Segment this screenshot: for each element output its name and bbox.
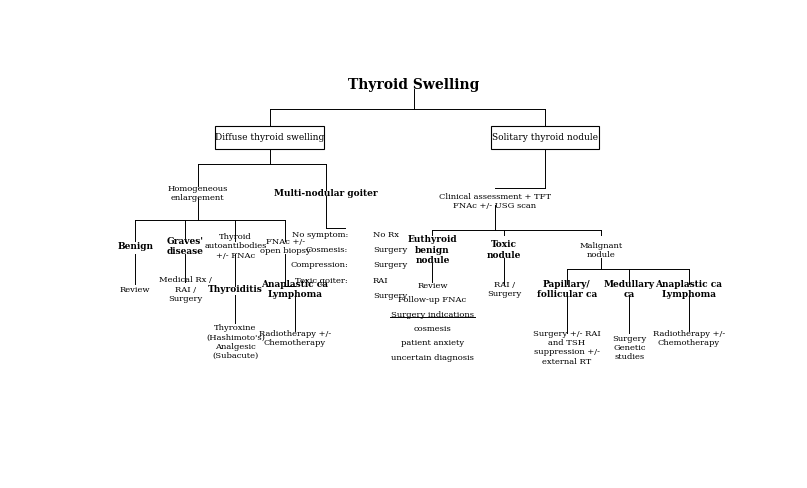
FancyBboxPatch shape xyxy=(215,126,324,149)
Text: Surgery +/- RAI
and TSH
suppression +/-
external RT: Surgery +/- RAI and TSH suppression +/- … xyxy=(533,330,600,366)
Text: Thyroiditis: Thyroiditis xyxy=(208,285,263,294)
Text: Multi-nodular goiter: Multi-nodular goiter xyxy=(274,189,378,198)
Text: Graves'
disease: Graves' disease xyxy=(167,237,204,256)
Text: uncertain diagnosis: uncertain diagnosis xyxy=(391,353,474,362)
Text: Thyroid Swelling: Thyroid Swelling xyxy=(348,78,479,92)
Text: RAI /
Surgery: RAI / Surgery xyxy=(487,281,521,298)
Text: Surgery indications: Surgery indications xyxy=(391,311,474,319)
Text: Toxic
nodule: Toxic nodule xyxy=(487,241,521,260)
Text: Toxic goiter:: Toxic goiter: xyxy=(295,277,348,285)
Text: FNAc +/-
open biopsy: FNAc +/- open biopsy xyxy=(260,238,311,255)
Text: Cosmesis:: Cosmesis: xyxy=(306,246,348,254)
Text: Surgery
Genetic
studies: Surgery Genetic studies xyxy=(613,335,646,361)
Text: Papillary/
follicular ca: Papillary/ follicular ca xyxy=(537,280,597,299)
Text: No symptom:: No symptom: xyxy=(291,231,348,240)
Text: Follow-up FNAc: Follow-up FNAc xyxy=(399,296,466,305)
Text: Diffuse thyroid swelling: Diffuse thyroid swelling xyxy=(215,133,324,142)
Text: No Rx: No Rx xyxy=(373,231,399,240)
Text: Anaplastic ca
Lymphoma: Anaplastic ca Lymphoma xyxy=(261,280,328,299)
FancyBboxPatch shape xyxy=(491,126,600,149)
Text: Surgery: Surgery xyxy=(373,246,408,254)
Text: Homogeneous
enlargement: Homogeneous enlargement xyxy=(168,185,228,203)
Text: Anaplastic ca
Lymphoma: Anaplastic ca Lymphoma xyxy=(655,280,722,299)
Text: Malignant
nodule: Malignant nodule xyxy=(579,242,623,259)
Text: Benign: Benign xyxy=(117,242,153,251)
Text: Thyroxine
(Hashimoto's)
Analgesic
(Subacute): Thyroxine (Hashimoto's) Analgesic (Subac… xyxy=(206,325,265,360)
Text: Solitary thyroid nodule: Solitary thyroid nodule xyxy=(492,133,598,142)
Text: Radiotherapy +/-
Chemotherapy: Radiotherapy +/- Chemotherapy xyxy=(653,330,725,347)
Text: RAI: RAI xyxy=(373,277,388,285)
Text: Medical Rx /
RAI /
Surgery: Medical Rx / RAI / Surgery xyxy=(159,277,211,303)
Text: Review: Review xyxy=(417,282,448,290)
Text: Thyroid
autoantibodies
+/- FNAc: Thyroid autoantibodies +/- FNAc xyxy=(204,233,266,260)
Text: Compression:: Compression: xyxy=(290,262,348,269)
Text: Medullary
ca: Medullary ca xyxy=(604,280,654,299)
Text: Clinical assessment + TFT
FNAc +/- USG scan: Clinical assessment + TFT FNAc +/- USG s… xyxy=(439,193,551,210)
Text: Surgery: Surgery xyxy=(373,291,408,300)
Text: Euthyroid
benign
nodule: Euthyroid benign nodule xyxy=(408,235,457,265)
Text: Review: Review xyxy=(120,285,151,294)
Text: patient anxiety: patient anxiety xyxy=(401,339,464,347)
Text: Surgery: Surgery xyxy=(373,262,408,269)
Text: cosmesis: cosmesis xyxy=(413,325,451,333)
Text: Radiotherapy +/-
Chemotherapy: Radiotherapy +/- Chemotherapy xyxy=(258,330,331,347)
